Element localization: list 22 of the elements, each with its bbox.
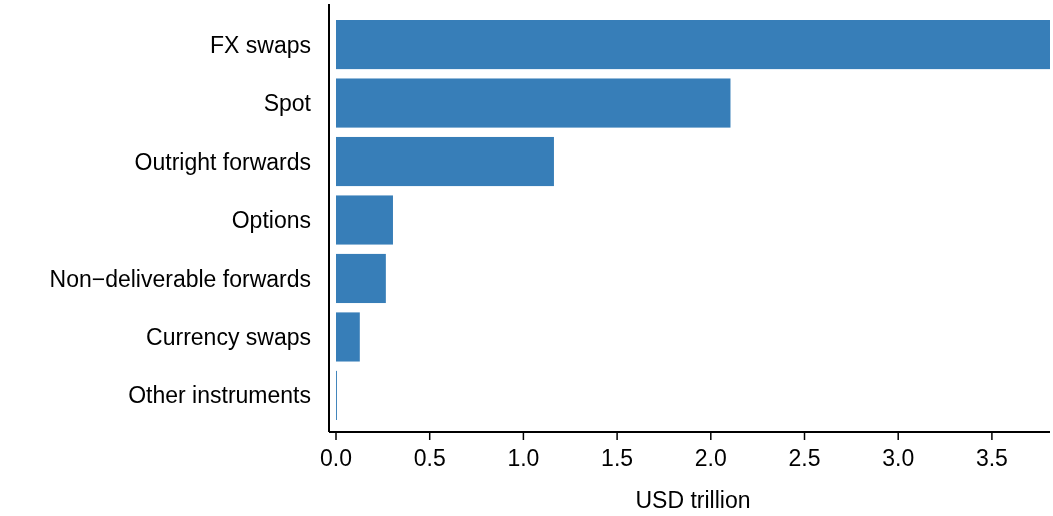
x-tick-label: 1.5	[601, 445, 634, 471]
x-tick-label: 1.0	[507, 445, 540, 471]
bar	[336, 20, 1050, 70]
x-tick-label: 0.0	[320, 445, 352, 471]
x-tick-label: 3.5	[975, 445, 1008, 471]
bar	[336, 136, 554, 187]
y-tick-label: FX swaps	[210, 31, 311, 58]
y-tick-label: Currency swaps	[146, 324, 311, 351]
x-tick-label: 2.5	[788, 445, 821, 471]
x-axis-title: USD trillion	[635, 487, 751, 513]
bar	[336, 312, 360, 362]
bar	[336, 78, 731, 128]
bar	[336, 195, 393, 245]
x-tick-label: 0.5	[413, 445, 446, 471]
x-tick-label: 2.0	[694, 445, 727, 471]
y-tick-label: Outright forwards	[134, 148, 311, 175]
y-tick-label: Other instruments	[128, 382, 311, 409]
y-tick-label: Options	[231, 207, 311, 234]
bar	[336, 253, 386, 304]
y-tick-label: Spot	[263, 90, 312, 117]
x-tick-label: 3.0	[882, 445, 915, 471]
y-tick-label: Non−deliverable forwards	[49, 265, 311, 292]
